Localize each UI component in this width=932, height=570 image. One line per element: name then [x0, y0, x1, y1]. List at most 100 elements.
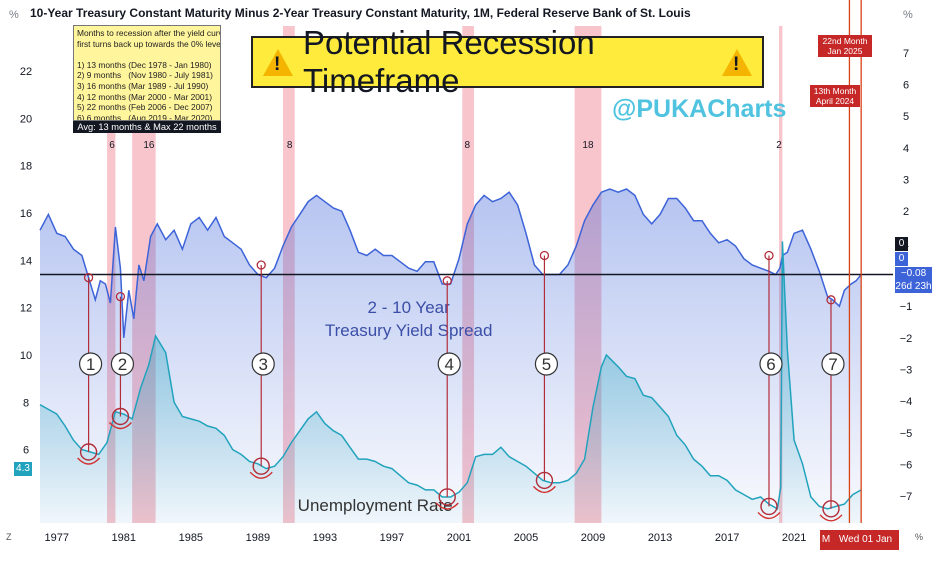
marker-13th-month: 13th Month April 2024 — [810, 85, 860, 107]
cycle-number-circle — [110, 352, 135, 376]
x-axis-tick: 1997 — [380, 532, 404, 544]
cycle-smile-arc — [249, 471, 273, 479]
cycle-unemployment-marker — [438, 488, 456, 506]
x-axis-tick: 1985 — [179, 532, 203, 544]
left-axis-tick: 6 — [23, 445, 29, 457]
cycle-number: 5 — [542, 355, 551, 374]
spread-label-line2: Treasury Yield Spread — [325, 321, 493, 340]
cycle-smile-arc — [77, 457, 101, 465]
percent-scale-icon[interactable]: % — [915, 532, 924, 542]
cycle-spread-marker — [764, 250, 774, 261]
right-axis-tick: −4 — [900, 396, 913, 408]
cycle-spread-marker — [115, 292, 126, 302]
right-axis-tick: 2 — [903, 206, 909, 218]
right-axis-tick: −2 — [900, 333, 913, 345]
cycle-smile-arc — [757, 511, 781, 520]
recession-duration-label: 2 — [776, 140, 782, 151]
left-axis-tick: 22 — [20, 66, 32, 78]
value-badge: −0.08 26d 23h — [895, 267, 932, 293]
marker-22nd-month: 22nd Month Jan 2025 — [818, 35, 872, 57]
recession-duration-label: 8 — [465, 140, 471, 151]
x-axis-tick: 1993 — [313, 532, 337, 544]
spread-series-line — [39, 188, 862, 338]
left-axis-tick: 8 — [23, 397, 29, 409]
zero-badge-2: 0 — [895, 252, 908, 266]
right-axis-tick: 6 — [903, 80, 909, 92]
right-axis-tick: −1 — [900, 301, 913, 313]
x-axis-tick: 2009 — [581, 532, 605, 544]
unemployment-label: Unemployment Rate — [298, 496, 453, 515]
left-axis-tick: 20 — [20, 113, 32, 125]
x-axis-tick: 2001 — [447, 532, 471, 544]
cycle-number-circle — [78, 352, 103, 376]
right-axis-tick: −7 — [900, 491, 913, 503]
x-axis-tick: 1977 — [45, 532, 69, 544]
x-axis-tick: 2013 — [648, 532, 672, 544]
cycle-spread-marker — [539, 250, 550, 261]
right-axis-tick: −5 — [900, 428, 913, 440]
right-axis-tick: 7 — [903, 48, 909, 60]
cycle-number-circle — [821, 352, 845, 376]
cycle-smile-arc — [819, 514, 843, 522]
cycle-number: 2 — [118, 355, 127, 374]
spread-label-line1: 2 - 10 Year — [368, 298, 451, 317]
recession-duration-label: 18 — [582, 140, 594, 151]
left-axis-tick: 12 — [20, 303, 32, 315]
unemployment-area — [40, 241, 862, 523]
recession-banner: ! Potential Recession Timeframe ! — [251, 24, 764, 99]
right-axis-tick: −3 — [900, 364, 913, 376]
cycle-smile-arc — [532, 485, 556, 494]
cycle-unemployment-marker — [535, 471, 554, 490]
right-axis-tick: 3 — [903, 175, 909, 187]
x-axis-tick: 2021 — [782, 532, 806, 544]
cycle-number-circle — [759, 352, 783, 376]
recession-note: Months to recession after the yield curv… — [73, 25, 221, 121]
cycle-spread-marker — [442, 276, 452, 286]
right-axis-tick: −6 — [900, 459, 913, 471]
zero-badge: 0 — [895, 237, 908, 251]
x-axis-tick: 2005 — [514, 532, 538, 544]
unemployment-series-line — [39, 241, 862, 510]
cycle-unemployment-marker — [252, 457, 270, 475]
x-axis-tick: 1981 — [112, 532, 136, 544]
crosshair-date: Wed 01 Jan '25 — [832, 530, 899, 565]
author-handle: @PUKACharts — [612, 95, 787, 123]
cycle-unemployment-marker — [760, 497, 778, 516]
cycle-unemployment-marker — [822, 500, 840, 518]
x-axis-tick: 1989 — [246, 532, 270, 544]
left-axis-tick: 10 — [20, 350, 32, 362]
cycle-number-circle — [437, 352, 461, 376]
zoom-icon[interactable]: Z — [6, 532, 12, 542]
cycle-spread-marker — [83, 273, 94, 283]
cycle-number: 6 — [766, 355, 775, 374]
cycle-number: 1 — [86, 355, 95, 374]
m-badge: M — [820, 530, 832, 550]
left-axis-tick: 14 — [20, 255, 32, 267]
average-note: Avg: 13 months & Max 22 months — [73, 121, 221, 133]
cycle-smile-arc — [435, 502, 459, 510]
left-axis-tick: 16 — [20, 208, 32, 220]
cycle-number: 4 — [444, 355, 453, 374]
right-axis-tick: 5 — [903, 111, 909, 123]
recession-duration-label: 8 — [287, 140, 293, 151]
banner-text: Potential Recession Timeframe — [303, 24, 595, 99]
chart-title: 10-Year Treasury Constant Maturity Minus… — [30, 6, 691, 20]
warning-icon: ! — [263, 48, 293, 76]
cycle-number-circle — [534, 352, 559, 376]
left-unit-label: % — [9, 9, 19, 21]
cycle-unemployment-marker — [111, 407, 130, 426]
right-axis-tick: 4 — [903, 143, 909, 155]
cycle-spread-marker — [256, 260, 266, 270]
cycle-number: 3 — [258, 355, 267, 374]
cycle-number-circle — [251, 352, 275, 376]
cycle-number: 7 — [828, 355, 837, 374]
right-unit-label: % — [903, 9, 913, 21]
cycle-smile-arc — [108, 422, 132, 430]
cycle-unemployment-marker — [79, 443, 98, 461]
cycle-spread-marker — [826, 295, 836, 305]
recession-duration-label: 16 — [143, 140, 155, 151]
chart-stage: 6 16 8 8 18 2 2 - 10 Year Treasury Yield Spread… — [6, 0, 932, 565]
recession-duration-label: 6 — [109, 140, 115, 151]
x-axis-tick: 2017 — [715, 532, 739, 544]
